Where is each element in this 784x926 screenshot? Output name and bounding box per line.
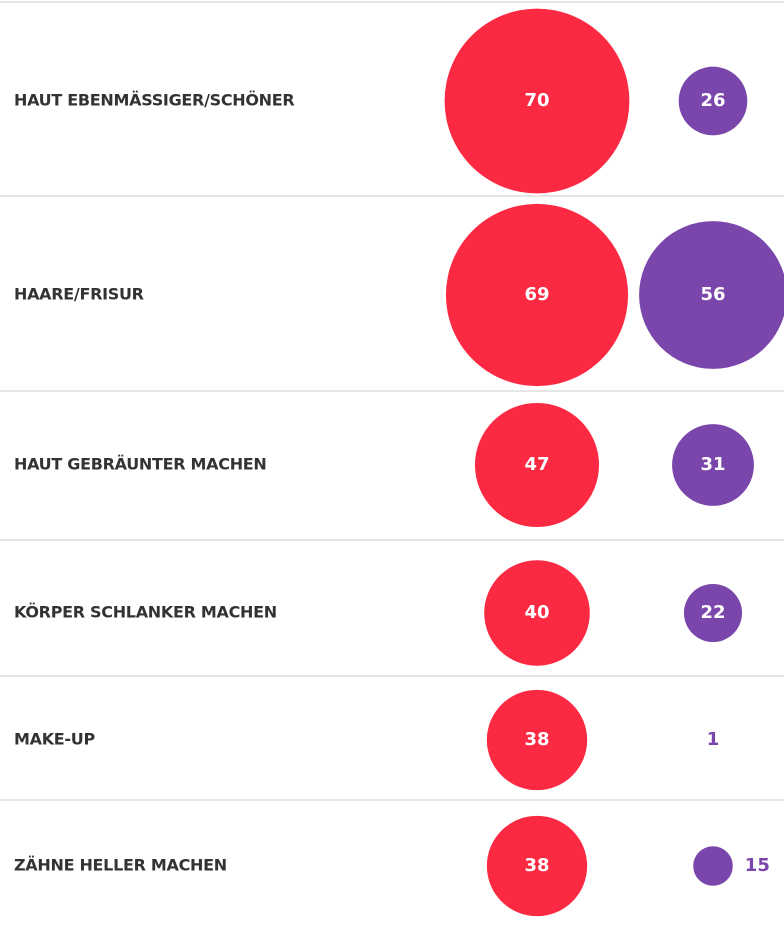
bubble xyxy=(445,203,629,387)
bubble xyxy=(486,689,588,791)
bubble xyxy=(444,8,630,194)
value-label: 38 xyxy=(524,855,549,876)
bubble xyxy=(484,560,590,666)
value-label: 22 xyxy=(700,602,725,623)
bubble xyxy=(711,738,715,742)
bubble xyxy=(683,583,743,643)
bubble xyxy=(672,424,754,506)
row-label: HAUT EBENMÄSSIGER/SCHÖNER xyxy=(14,91,294,110)
bubble xyxy=(678,66,748,136)
row-label: MAKE-UP xyxy=(14,730,95,749)
value-label: 70 xyxy=(524,90,549,111)
bubble xyxy=(693,846,733,886)
value-label: 38 xyxy=(524,729,549,750)
bubble xyxy=(486,815,588,917)
value-label: 40 xyxy=(524,602,549,623)
value-label: 69 xyxy=(524,284,549,305)
row-label: HAUT GEBRÄUNTER MACHEN xyxy=(14,455,267,474)
row-label: ZÄHNE HELLER MACHEN xyxy=(14,856,227,875)
value-label: 31 xyxy=(700,454,725,475)
row-label: KÖRPER SCHLANKER MACHEN xyxy=(14,603,277,622)
value-label: 15 xyxy=(745,855,770,876)
bubble xyxy=(639,221,784,369)
row-label: HAARE/FRISUR xyxy=(14,285,144,304)
value-label: 26 xyxy=(700,90,725,111)
bubble xyxy=(474,402,600,528)
value-label: 56 xyxy=(700,284,725,305)
value-label: 1 xyxy=(707,729,720,750)
value-label: 47 xyxy=(524,454,549,475)
